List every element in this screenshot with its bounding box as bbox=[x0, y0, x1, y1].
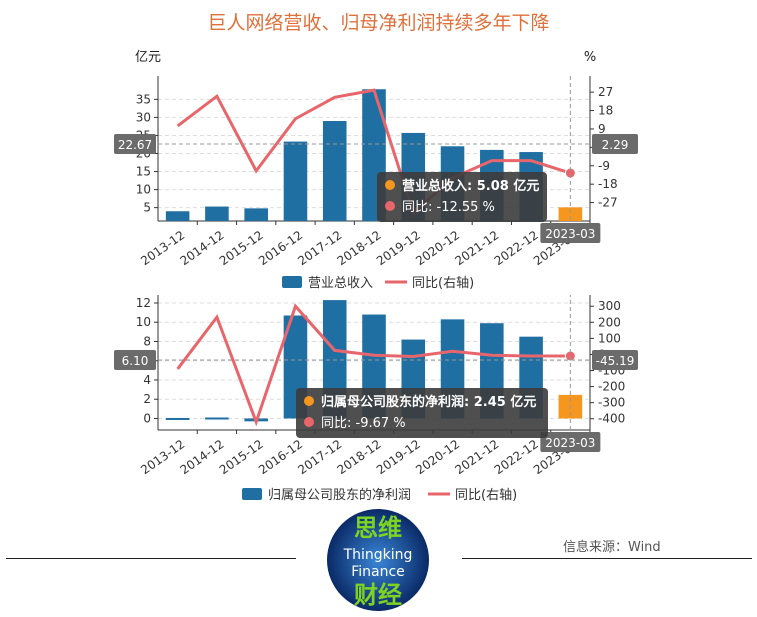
bar bbox=[165, 211, 190, 221]
x-tick-label: 2016-12 bbox=[256, 228, 305, 268]
crosshair-left-label: 6.10 bbox=[122, 354, 149, 368]
bar bbox=[244, 208, 268, 221]
x-tick-label: 2018-12 bbox=[335, 437, 384, 477]
crosshair-right-box bbox=[592, 350, 638, 370]
right-tick-label: -27 bbox=[598, 196, 618, 210]
crosshair-category-label: 2023-03 bbox=[545, 436, 595, 450]
legend-bar-label: 营业总收入 bbox=[308, 276, 373, 291]
crosshair-right-label: 2.29 bbox=[602, 138, 629, 152]
x-tick-label: 2019-12 bbox=[374, 228, 423, 268]
legend-line-label: 同比(右轴) bbox=[455, 488, 517, 503]
left-tick-label: 30 bbox=[136, 110, 151, 124]
right-tick-label: 27 bbox=[598, 85, 613, 99]
tooltip-text: 同比: -9.67 % bbox=[321, 416, 406, 431]
tooltip-marker bbox=[304, 396, 314, 406]
x-tick-label: 2021-12 bbox=[452, 437, 501, 477]
left-tick-label: 8 bbox=[143, 334, 151, 348]
logo-line2: Thingking bbox=[343, 547, 413, 563]
right-tick-label: 200 bbox=[598, 315, 621, 329]
tooltip-marker bbox=[385, 180, 395, 190]
yoy-line bbox=[176, 303, 571, 427]
x-tick-label: 2021-12 bbox=[452, 228, 501, 268]
crosshair-left-box bbox=[114, 134, 156, 154]
crosshair-category-box bbox=[540, 223, 601, 243]
x-tick-label: 2017-12 bbox=[295, 228, 344, 268]
x-tick-label: 2022-12 bbox=[492, 437, 541, 477]
right-tick-label: 18 bbox=[598, 104, 613, 118]
right-tick-label: -18 bbox=[598, 177, 618, 191]
right-axis-unit: % bbox=[584, 50, 596, 65]
x-tick-label: 2020-12 bbox=[413, 437, 462, 477]
left-tick-label: 2 bbox=[143, 392, 151, 406]
bar bbox=[205, 206, 229, 221]
divider-left bbox=[6, 558, 296, 559]
tooltip-marker bbox=[385, 201, 395, 211]
tooltip-box bbox=[296, 388, 548, 438]
crosshair-left-label: 22.67 bbox=[118, 138, 152, 152]
left-axis-unit: 亿元 bbox=[135, 50, 161, 65]
left-tick-label: 10 bbox=[136, 183, 151, 197]
x-tick-label: 2018-12 bbox=[335, 228, 384, 268]
right-tick-label: -200 bbox=[598, 380, 625, 394]
left-tick-label: 35 bbox=[136, 92, 151, 106]
tooltip-text: 归属母公司股东的净利润: 2.45 亿元 bbox=[321, 394, 536, 410]
crosshair-right-box bbox=[592, 134, 638, 154]
right-tick-label: 9 bbox=[598, 122, 606, 136]
legend-line-label: 同比(右轴) bbox=[412, 276, 474, 291]
right-tick-label: 100 bbox=[598, 331, 621, 345]
x-tick-label: 2019-12 bbox=[374, 437, 423, 477]
crosshair-category-label: 2023-03 bbox=[545, 227, 595, 241]
legend-bar-swatch bbox=[282, 276, 302, 288]
x-tick-label: 2020-12 bbox=[413, 228, 462, 268]
tooltip-text: 同比: -12.55 % bbox=[402, 200, 495, 215]
left-tick-label: 5 bbox=[143, 201, 151, 215]
tooltip-box bbox=[377, 172, 547, 222]
tooltip-text: 营业总收入: 5.08 亿元 bbox=[402, 178, 539, 194]
legend-bar-label: 归属母公司股东的净利润 bbox=[268, 487, 411, 503]
right-tick-label: -9 bbox=[598, 159, 610, 173]
right-tick-label: -300 bbox=[598, 396, 625, 410]
net-profit-chart: 0246810123002001000-100-200-300-4002013-… bbox=[114, 295, 638, 503]
crosshair-right-label: -45.19 bbox=[596, 354, 635, 368]
revenue-chart: 5101520253035271890-9-18-27亿元%2013-12201… bbox=[114, 50, 638, 291]
x-tick-label: 2016-12 bbox=[256, 437, 305, 477]
x-tick-label: 2014-12 bbox=[178, 228, 227, 268]
source-note: 信息来源：Wind bbox=[563, 540, 661, 555]
bar bbox=[558, 207, 583, 221]
left-tick-label: 15 bbox=[136, 165, 151, 179]
tooltip-marker bbox=[304, 417, 314, 427]
logo-line3: Finance bbox=[351, 564, 405, 580]
right-tick-label: 300 bbox=[598, 299, 621, 313]
x-tick-label: 2013-12 bbox=[138, 437, 187, 477]
yoy-line bbox=[176, 88, 571, 216]
left-tick-label: 4 bbox=[143, 373, 151, 387]
x-tick-label: 2017-12 bbox=[295, 437, 344, 477]
chart-title: 巨人网络营收、归母净利润持续多年下降 bbox=[207, 12, 550, 34]
crosshair-left-box bbox=[114, 350, 156, 370]
logo-line1: 思维 bbox=[354, 514, 402, 542]
left-tick-label: 0 bbox=[143, 411, 151, 425]
legend-bar-swatch bbox=[242, 488, 262, 500]
x-tick-label: 2015-12 bbox=[217, 437, 266, 477]
right-tick-label: -400 bbox=[598, 412, 625, 426]
bar bbox=[165, 417, 190, 420]
bar bbox=[205, 417, 229, 420]
divider-right bbox=[462, 558, 752, 559]
x-tick-label: 2014-12 bbox=[178, 437, 227, 477]
x-tick-label: 2015-12 bbox=[217, 228, 266, 268]
bar bbox=[322, 121, 347, 221]
crosshair-category-box bbox=[540, 432, 601, 452]
bar bbox=[283, 141, 308, 221]
left-tick-label: 12 bbox=[136, 296, 151, 310]
logo: 思维 Thingking Finance 财经 bbox=[327, 509, 429, 611]
logo-line4: 财经 bbox=[354, 581, 402, 609]
x-tick-label: 2022-12 bbox=[492, 228, 541, 268]
left-tick-label: 10 bbox=[136, 315, 151, 329]
x-tick-label: 2013-12 bbox=[138, 228, 187, 268]
